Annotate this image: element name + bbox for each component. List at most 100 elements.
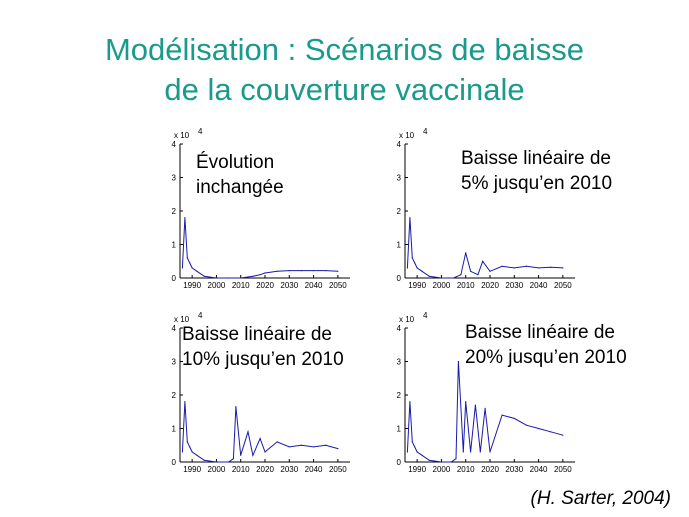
x-tick-label: 2040 bbox=[530, 281, 548, 290]
data-point bbox=[235, 406, 237, 408]
data-point bbox=[416, 267, 418, 269]
data-point bbox=[227, 461, 230, 463]
data-point bbox=[550, 431, 552, 433]
data-point bbox=[489, 270, 491, 272]
scale-note: x 10 bbox=[399, 315, 415, 324]
data-point bbox=[465, 401, 467, 403]
y-tick-label: 0 bbox=[172, 274, 177, 283]
scenario-label-1: Évolution inchangée bbox=[196, 150, 284, 200]
data-point bbox=[184, 217, 186, 219]
x-tick-label: 2020 bbox=[481, 281, 499, 290]
data-point bbox=[452, 277, 455, 279]
data-point bbox=[181, 451, 184, 453]
scenario-label-3-line-1: Baisse linéaire de bbox=[182, 324, 332, 345]
data-point bbox=[482, 260, 484, 262]
chart-panel-4: x 10 4 0 1 2 3 4 1990 2000 2010 2020 2030 2040 2050 B… bbox=[385, 311, 627, 482]
data-point bbox=[252, 454, 254, 456]
data-point bbox=[550, 266, 552, 268]
x-tick-label: 2050 bbox=[554, 465, 572, 474]
data-point bbox=[428, 275, 430, 277]
scenario-label-1-line-2: inchangée bbox=[196, 177, 284, 198]
scenario-label-4: Baisse linéaire de 20% jusqu’en 2010 bbox=[465, 320, 627, 370]
data-point bbox=[184, 401, 186, 403]
title-line-2: de la couverture vaccinale bbox=[164, 72, 525, 107]
data-point bbox=[189, 446, 191, 448]
data-point bbox=[477, 274, 479, 276]
data-point bbox=[264, 272, 266, 274]
data-point bbox=[411, 257, 413, 259]
data-point bbox=[501, 414, 503, 416]
data-point bbox=[191, 267, 193, 269]
data-point bbox=[247, 431, 249, 433]
x-tick-label: 2050 bbox=[329, 465, 347, 474]
x-tick-label: 2000 bbox=[208, 281, 226, 290]
data-point bbox=[259, 437, 261, 440]
x-tick-label: 2040 bbox=[305, 465, 323, 474]
data-point bbox=[455, 458, 457, 460]
y-tick-label: 2 bbox=[397, 391, 402, 400]
x-tick-label: 2040 bbox=[305, 281, 323, 290]
series-line bbox=[181, 217, 338, 279]
data-point bbox=[232, 458, 235, 460]
data-point bbox=[186, 441, 188, 443]
data-point bbox=[288, 446, 290, 448]
data-point bbox=[276, 270, 278, 272]
x-tick-label: 2050 bbox=[329, 281, 347, 290]
scale-note: x 10 bbox=[174, 315, 190, 324]
data-point bbox=[469, 451, 472, 453]
data-point bbox=[259, 274, 261, 276]
data-point bbox=[513, 417, 515, 420]
data-point bbox=[276, 441, 278, 443]
data-point bbox=[469, 270, 472, 272]
scenario-label-2-line-2: 5% jusqu’en 2010 bbox=[461, 173, 613, 194]
scenario-label-2: Baisse linéaire de 5% jusqu’en 2010 bbox=[461, 146, 612, 196]
data-point bbox=[489, 451, 491, 453]
scenario-label-2-line-1: Baisse linéaire de bbox=[461, 148, 611, 169]
data-point bbox=[537, 267, 540, 269]
data-point bbox=[300, 270, 303, 272]
x-tick-label: 2030 bbox=[505, 465, 523, 474]
data-point bbox=[215, 461, 218, 463]
x-tick-label: 2050 bbox=[554, 281, 572, 290]
y-tick-label: 0 bbox=[397, 458, 402, 467]
data-point bbox=[421, 454, 423, 456]
data-point bbox=[537, 427, 540, 430]
chart-panel-1: x 10 4 0 1 2 3 4 1990 2000 2010 2020 2030 2040 2050 É… bbox=[160, 127, 390, 298]
scale-note: x 10 bbox=[174, 131, 190, 140]
y-tick-label: 0 bbox=[397, 274, 402, 283]
y-tick-label: 4 bbox=[172, 140, 177, 149]
scale-note: x 10 bbox=[399, 131, 415, 140]
x-tick-label: 2030 bbox=[280, 281, 298, 290]
y-tick-label: 2 bbox=[172, 207, 177, 216]
data-point bbox=[411, 441, 413, 443]
scale-exponent: 4 bbox=[423, 311, 428, 320]
y-tick-label: 4 bbox=[172, 324, 177, 333]
data-point bbox=[440, 277, 443, 279]
series-line bbox=[181, 401, 339, 463]
data-point bbox=[474, 404, 477, 406]
x-tick-label: 2030 bbox=[280, 465, 298, 474]
data-point bbox=[428, 459, 430, 461]
scenario-label-3: Baisse linéaire de 10% jusqu’en 2010 bbox=[182, 322, 344, 372]
data-point bbox=[414, 446, 416, 448]
data-point bbox=[457, 360, 460, 363]
data-point bbox=[186, 257, 188, 259]
data-point bbox=[203, 275, 205, 277]
scale-exponent: 4 bbox=[198, 127, 203, 136]
y-tick-label: 1 bbox=[397, 425, 402, 434]
data-point bbox=[203, 459, 205, 461]
data-point bbox=[465, 252, 467, 254]
x-tick-label: 1990 bbox=[408, 281, 426, 290]
title-line-1: Modélisation : Scénarios de baisse bbox=[104, 32, 585, 67]
data-point bbox=[240, 454, 242, 456]
scenario-label-3-line-2: 10% jusqu’en 2010 bbox=[182, 349, 344, 370]
y-tick-label: 3 bbox=[397, 358, 402, 367]
data-point bbox=[240, 277, 242, 279]
data-point bbox=[196, 454, 198, 456]
data-point bbox=[513, 267, 515, 269]
data-point bbox=[406, 267, 409, 269]
x-tick-label: 1990 bbox=[408, 465, 426, 474]
series-line bbox=[406, 217, 563, 279]
chart-panel-2: x 10 4 0 1 2 3 4 1990 2000 2010 2020 2030 2040 2050 B… bbox=[385, 127, 615, 298]
